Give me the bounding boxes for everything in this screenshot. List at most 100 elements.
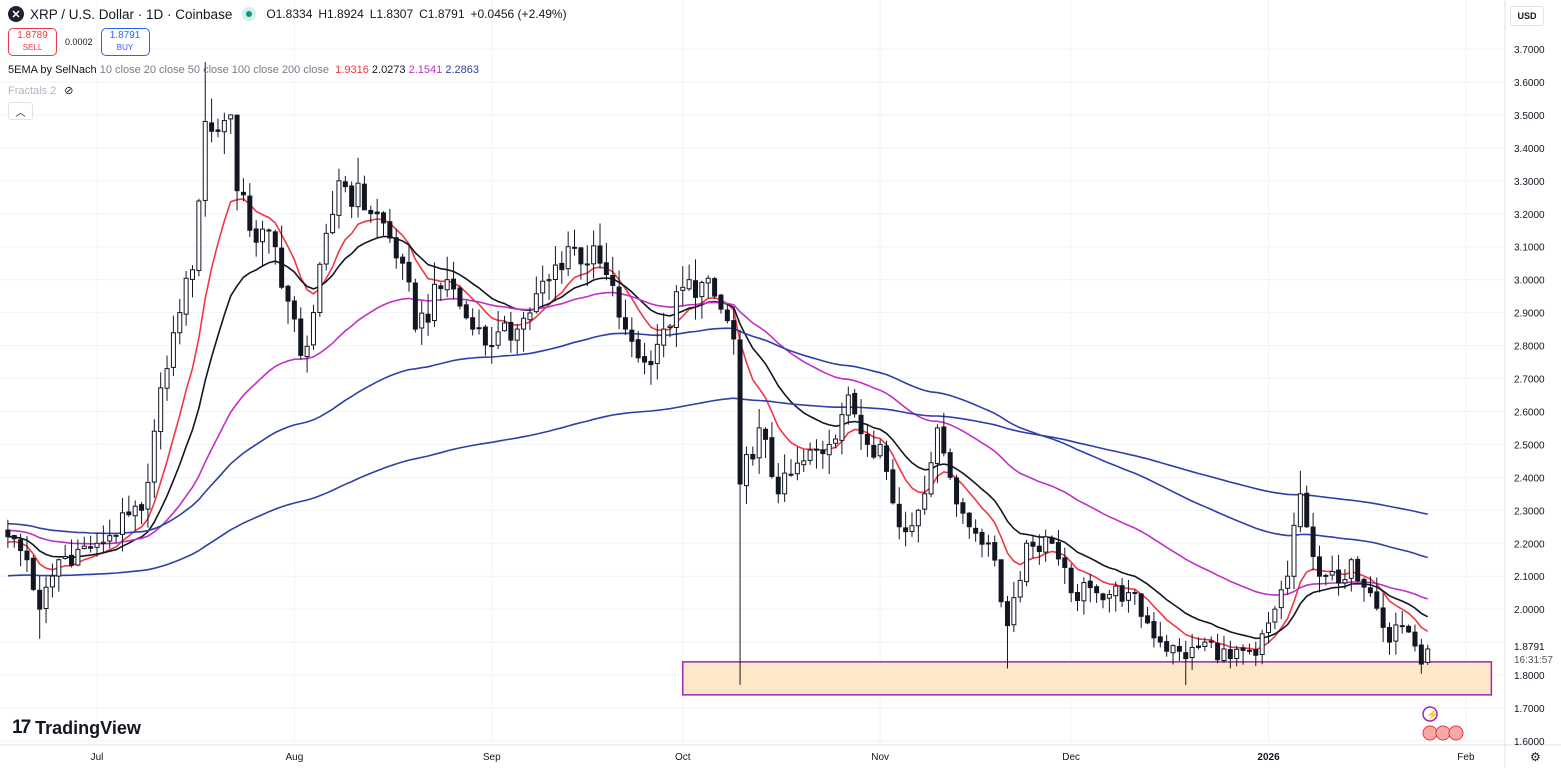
us-flag-event-icon[interactable] — [1435, 725, 1451, 741]
buy-price: 1.8791 — [109, 30, 141, 41]
candle-bullish — [1266, 622, 1272, 634]
events-icons[interactable]: ⚡ — [1422, 706, 1464, 741]
indicator-name: 5EMA by SelNach — [8, 64, 97, 76]
candle-bullish — [170, 332, 176, 368]
candle-bullish — [1272, 608, 1278, 623]
candle-bearish — [139, 504, 145, 511]
tradingview-logo[interactable]: 17 TradingView — [12, 717, 141, 739]
candle-bullish — [877, 443, 883, 457]
ema-indicator-legend[interactable]: 5EMA by SelNach 10 close 20 close 50 clo… — [8, 64, 479, 76]
fractals-indicator-legend[interactable]: Fractals 2 ⊘ — [8, 84, 74, 98]
symbol-title[interactable]: XRP / U.S. Dollar · 1D · Coinbase — [30, 6, 233, 22]
candle-bearish — [1087, 580, 1093, 589]
candle-bearish — [240, 191, 246, 196]
time-tick-label: Jul — [91, 752, 104, 763]
candle-bearish — [69, 554, 75, 566]
lightning-event-icon[interactable] — [1422, 706, 1438, 722]
candle-bullish — [572, 246, 578, 249]
candle-bearish — [1310, 526, 1316, 558]
axis-settings-icon[interactable]: ⚙ — [1530, 750, 1541, 764]
ema100-value: 2.2863 — [445, 64, 479, 76]
candle-bearish — [1380, 607, 1386, 628]
candle-bullish — [113, 534, 119, 537]
candle-bullish — [151, 430, 157, 483]
us-flag-event-icon[interactable] — [1422, 725, 1438, 741]
candle-bearish — [425, 313, 431, 323]
xrp-logo-icon: ✕ — [8, 6, 24, 22]
candle-bullish — [1393, 624, 1399, 642]
ohlc-high: H1.8924 — [318, 7, 364, 21]
candle-bearish — [1316, 556, 1322, 577]
price-tick-label: 2.4000 — [1514, 473, 1545, 484]
candle-bullish — [94, 542, 100, 548]
candle-bullish — [1189, 646, 1195, 659]
candle-bearish — [285, 285, 291, 302]
price-tick-label: 2.2000 — [1514, 539, 1545, 550]
us-flag-event-icon[interactable] — [1448, 725, 1464, 741]
currency-button[interactable]: USD — [1510, 6, 1544, 26]
candle-bearish — [1195, 645, 1201, 648]
candle-bullish — [743, 454, 749, 487]
buy-button[interactable]: 1.8791 BUY — [100, 28, 150, 56]
candle-bullish — [196, 200, 202, 272]
ohlc-close: C1.8791 — [419, 7, 465, 21]
candle-bullish — [190, 269, 196, 280]
ohlc-change: +0.0456 (+2.49%) — [470, 7, 567, 21]
eye-hidden-icon[interactable]: ⊘ — [64, 85, 74, 97]
price-tick-label: 3.6000 — [1514, 78, 1545, 89]
candle-bullish — [1246, 649, 1252, 652]
price-tick-label: 3.5000 — [1514, 111, 1545, 122]
chevron-up-icon: ︿ — [15, 107, 26, 119]
candle-bearish — [890, 469, 896, 504]
candle-bullish — [260, 228, 266, 243]
candle-bearish — [368, 209, 374, 215]
ema50-value: 2.1541 — [408, 64, 443, 76]
candle-bearish — [947, 452, 953, 478]
candle-bullish — [81, 545, 87, 550]
candle-bearish — [1100, 593, 1106, 601]
candle-bullish — [431, 283, 437, 322]
candle-bullish — [686, 279, 692, 290]
price-tick-label: 3.0000 — [1514, 276, 1545, 287]
candle-bearish — [1367, 587, 1373, 594]
collapse-legend-button[interactable]: ︿ — [8, 102, 33, 120]
market-status-icon[interactable] — [242, 7, 257, 21]
candle-bullish — [317, 263, 323, 313]
candle-bearish — [126, 511, 132, 516]
candle-bullish — [934, 427, 940, 464]
candle-bearish — [1055, 541, 1061, 560]
candle-bearish — [603, 262, 609, 276]
fractals-label: Fractals 2 — [8, 84, 57, 97]
candle-bullish — [756, 427, 762, 459]
spread: 0.0002 — [65, 37, 93, 47]
candle-bullish — [107, 535, 113, 542]
candle-bearish — [718, 294, 724, 310]
candle-bearish — [578, 247, 584, 265]
symbol-header[interactable]: ✕ XRP / U.S. Dollar · 1D · Coinbase O1.8… — [8, 6, 567, 22]
candle-bullish — [1399, 625, 1405, 628]
price-tick-label: 2.7000 — [1514, 375, 1545, 386]
ema-50-line — [7, 291, 1428, 600]
sell-button[interactable]: 1.8789 SELL — [8, 28, 57, 56]
candle-bullish — [673, 291, 679, 328]
candle-bearish — [775, 476, 781, 495]
support-zone[interactable] — [682, 661, 1493, 696]
candle-bearish — [622, 317, 628, 330]
time-axis[interactable]: Jul Aug Sep Oct Nov Dec 2026 Feb — [91, 752, 1475, 763]
candle-bullish — [1291, 524, 1297, 577]
candle-bullish — [591, 245, 597, 265]
candle-bearish — [635, 339, 641, 359]
candle-bearish — [215, 129, 221, 132]
price-tick-label: 2.1000 — [1514, 572, 1545, 583]
candle-bearish — [470, 317, 476, 330]
candle-bearish — [616, 286, 622, 318]
candle-bearish — [5, 529, 11, 538]
candle-bearish — [412, 282, 418, 330]
candle-bearish — [1208, 640, 1214, 643]
candle-bearish — [737, 339, 743, 485]
price-axis[interactable]: 1.6000 1.7000 1.8000 2.0000 2.1000 2.2000 2.30… — [1514, 45, 1545, 748]
price-tick-label: 3.1000 — [1514, 243, 1545, 254]
candle-bearish — [966, 512, 972, 528]
candle-bullish — [1024, 542, 1030, 583]
